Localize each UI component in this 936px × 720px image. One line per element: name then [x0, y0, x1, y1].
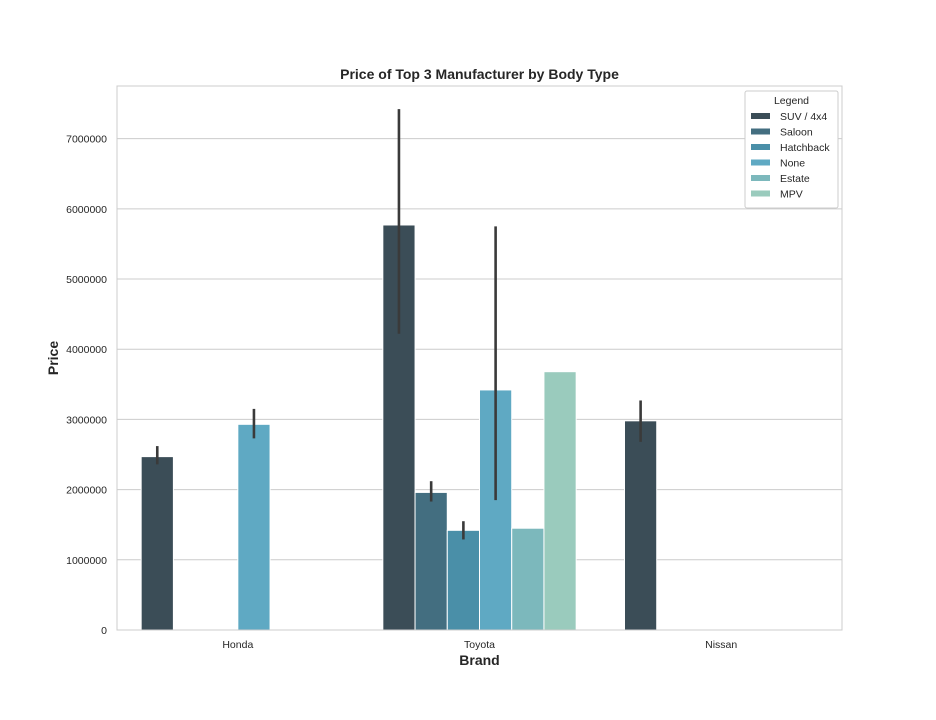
bar [237, 423, 271, 631]
x-tick-label: Honda [222, 639, 253, 651]
legend-title: Legend [774, 95, 809, 107]
y-tick-label: 0 [101, 625, 107, 637]
legend-label: Hatchback [780, 142, 830, 154]
legend-swatch [751, 190, 770, 197]
y-tick-label: 3000000 [66, 414, 107, 426]
legend-items: SUV / 4x4 Saloon Hatchback None Estate MPV [751, 111, 830, 201]
x-tick-label: Nissan [705, 639, 737, 651]
x-axis-ticks: Honda Toyota Nissan [222, 639, 737, 651]
chart-title: Price of Top 3 Manufacturer by Body Type [340, 66, 619, 82]
y-tick-label: 2000000 [66, 485, 107, 497]
bar [511, 527, 545, 631]
error-bars [155, 109, 642, 540]
x-tick-label: Toyota [464, 639, 495, 651]
plot-frame [116, 85, 843, 631]
legend-label: None [780, 158, 805, 170]
bar [414, 491, 448, 631]
legend-label: MPV [780, 189, 803, 201]
y-tick-label: 6000000 [66, 204, 107, 216]
legend-swatch [751, 144, 770, 150]
y-tick-label: 4000000 [66, 344, 107, 356]
legend-label: SUV / 4x4 [780, 111, 827, 123]
bar [446, 529, 480, 631]
bar [140, 456, 174, 631]
legend-label: Estate [780, 173, 810, 185]
bars [140, 224, 658, 631]
y-axis-ticks: 0 1000000 2000000 3000000 4000000 5000000 6000… [66, 134, 107, 637]
y-tick-label: 7000000 [66, 134, 107, 146]
x-axis-label: Brand [459, 652, 499, 668]
legend-swatch [751, 159, 770, 166]
legend-label: Saloon [780, 127, 813, 139]
legend: Legend SUV / 4x4 Saloon Hatchback None Estat… [744, 90, 839, 209]
legend-swatch [751, 113, 770, 119]
legend-swatch [751, 175, 770, 181]
bar [624, 420, 658, 631]
y-tick-label: 5000000 [66, 274, 107, 286]
y-tick-label: 1000000 [66, 555, 107, 567]
legend-swatch [751, 128, 770, 135]
y-axis-label: Price [45, 341, 61, 375]
bar [543, 371, 577, 631]
